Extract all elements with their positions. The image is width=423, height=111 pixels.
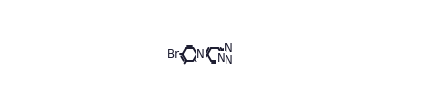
Text: Br: Br <box>167 48 180 61</box>
Text: N: N <box>196 48 205 61</box>
Text: N: N <box>217 52 225 65</box>
Text: N: N <box>224 42 233 55</box>
Text: N: N <box>224 54 233 67</box>
